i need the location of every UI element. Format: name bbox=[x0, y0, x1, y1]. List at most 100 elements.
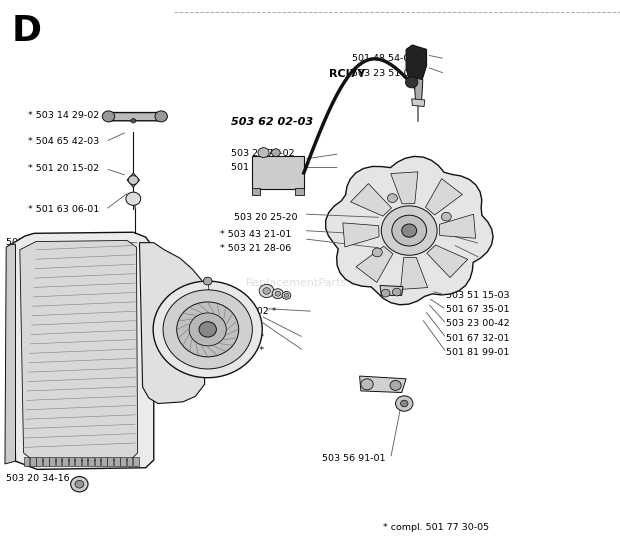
Text: 503 20 34-16: 503 20 34-16 bbox=[6, 474, 70, 483]
Circle shape bbox=[259, 284, 274, 298]
Polygon shape bbox=[127, 173, 140, 187]
Circle shape bbox=[392, 215, 427, 246]
Circle shape bbox=[401, 400, 408, 407]
Polygon shape bbox=[294, 188, 304, 195]
Circle shape bbox=[396, 396, 413, 411]
Polygon shape bbox=[380, 285, 403, 295]
Circle shape bbox=[131, 119, 136, 123]
Circle shape bbox=[71, 477, 88, 492]
Text: * 503 21 07-16: * 503 21 07-16 bbox=[356, 273, 440, 283]
Polygon shape bbox=[43, 457, 48, 466]
Polygon shape bbox=[406, 45, 427, 81]
Circle shape bbox=[282, 292, 291, 299]
Text: RCJ7Y: RCJ7Y bbox=[329, 69, 365, 79]
Text: 501 83 98-01: 501 83 98-01 bbox=[231, 163, 294, 172]
Polygon shape bbox=[360, 376, 406, 393]
Polygon shape bbox=[425, 179, 463, 215]
Polygon shape bbox=[140, 243, 205, 404]
Polygon shape bbox=[133, 457, 139, 466]
Circle shape bbox=[405, 77, 418, 88]
Text: 503 51 15-03: 503 51 15-03 bbox=[446, 291, 510, 300]
Text: 503 20 25-20: 503 20 25-20 bbox=[234, 213, 298, 222]
Text: * 501 63 06-01: * 501 63 06-01 bbox=[28, 205, 99, 214]
Polygon shape bbox=[101, 457, 107, 466]
Text: 501 52 04-02 *: 501 52 04-02 * bbox=[193, 346, 265, 355]
Polygon shape bbox=[30, 457, 35, 466]
Circle shape bbox=[373, 248, 383, 257]
Text: 503 56 91-01: 503 56 91-01 bbox=[322, 454, 386, 463]
Text: * 501 20 15-02: * 501 20 15-02 bbox=[28, 164, 99, 173]
Circle shape bbox=[126, 192, 141, 205]
Polygon shape bbox=[356, 246, 393, 282]
Circle shape bbox=[153, 281, 262, 378]
Text: 503 62 02-03: 503 62 02-03 bbox=[231, 117, 313, 127]
Polygon shape bbox=[343, 223, 379, 247]
Polygon shape bbox=[114, 457, 120, 466]
Polygon shape bbox=[252, 188, 260, 195]
Text: 501 67 35-01: 501 67 35-01 bbox=[446, 305, 510, 314]
Polygon shape bbox=[351, 183, 392, 216]
Polygon shape bbox=[24, 457, 29, 466]
Text: 503 23 72-02: 503 23 72-02 bbox=[231, 149, 295, 158]
Circle shape bbox=[189, 313, 226, 346]
Circle shape bbox=[258, 148, 269, 158]
Text: ReplacementParts.com: ReplacementParts.com bbox=[246, 278, 374, 288]
Circle shape bbox=[361, 379, 373, 390]
Polygon shape bbox=[37, 457, 42, 466]
Polygon shape bbox=[120, 457, 126, 466]
Polygon shape bbox=[20, 240, 138, 461]
Text: 501 81 99-01: 501 81 99-01 bbox=[446, 348, 510, 357]
Text: 503 23 00-42: 503 23 00-42 bbox=[446, 320, 510, 328]
Circle shape bbox=[390, 380, 401, 390]
Circle shape bbox=[284, 293, 289, 298]
Circle shape bbox=[272, 289, 283, 299]
Text: 501 48 54-02: 501 48 54-02 bbox=[352, 54, 415, 63]
Circle shape bbox=[272, 149, 280, 156]
Polygon shape bbox=[107, 113, 162, 121]
Polygon shape bbox=[414, 78, 423, 102]
Text: * 503 14 29-02: * 503 14 29-02 bbox=[28, 111, 99, 120]
Polygon shape bbox=[11, 232, 154, 469]
Polygon shape bbox=[62, 457, 68, 466]
Circle shape bbox=[163, 290, 252, 369]
Polygon shape bbox=[88, 457, 94, 466]
Circle shape bbox=[388, 194, 397, 203]
Circle shape bbox=[263, 288, 270, 294]
Circle shape bbox=[102, 111, 115, 122]
Polygon shape bbox=[391, 172, 418, 204]
Text: 501 52 95-02 *: 501 52 95-02 * bbox=[193, 333, 265, 342]
Polygon shape bbox=[5, 244, 16, 464]
Circle shape bbox=[203, 277, 212, 285]
Text: * compl. 501 77 30-05: * compl. 501 77 30-05 bbox=[383, 523, 489, 531]
Polygon shape bbox=[252, 156, 304, 189]
Text: 503 23 51-08: 503 23 51-08 bbox=[352, 69, 416, 78]
Polygon shape bbox=[427, 245, 467, 278]
Polygon shape bbox=[401, 257, 428, 289]
Polygon shape bbox=[326, 156, 493, 305]
Polygon shape bbox=[95, 457, 100, 466]
Circle shape bbox=[402, 224, 417, 237]
Text: 503 22 10-11: 503 22 10-11 bbox=[383, 254, 446, 262]
Polygon shape bbox=[82, 457, 87, 466]
Polygon shape bbox=[412, 99, 425, 107]
Circle shape bbox=[155, 111, 167, 122]
Circle shape bbox=[381, 206, 437, 255]
Text: 501 67 32-01: 501 67 32-01 bbox=[446, 334, 510, 343]
Circle shape bbox=[199, 322, 216, 337]
Circle shape bbox=[128, 176, 138, 184]
Text: 503 23 01-01: 503 23 01-01 bbox=[383, 239, 447, 248]
Text: 501 65 92-01: 501 65 92-01 bbox=[6, 238, 69, 247]
Circle shape bbox=[75, 480, 84, 488]
Text: * 501 77 31-06: * 501 77 31-06 bbox=[6, 252, 78, 261]
Polygon shape bbox=[50, 457, 55, 466]
Circle shape bbox=[275, 291, 280, 296]
Text: * 503 43 21-01: * 503 43 21-01 bbox=[220, 231, 291, 239]
Polygon shape bbox=[127, 457, 133, 466]
Circle shape bbox=[392, 288, 401, 296]
Circle shape bbox=[441, 212, 451, 221]
Text: * 503 21 28-06: * 503 21 28-06 bbox=[220, 244, 291, 253]
Polygon shape bbox=[75, 457, 81, 466]
Polygon shape bbox=[107, 457, 113, 466]
Circle shape bbox=[381, 289, 390, 297]
Polygon shape bbox=[56, 457, 61, 466]
